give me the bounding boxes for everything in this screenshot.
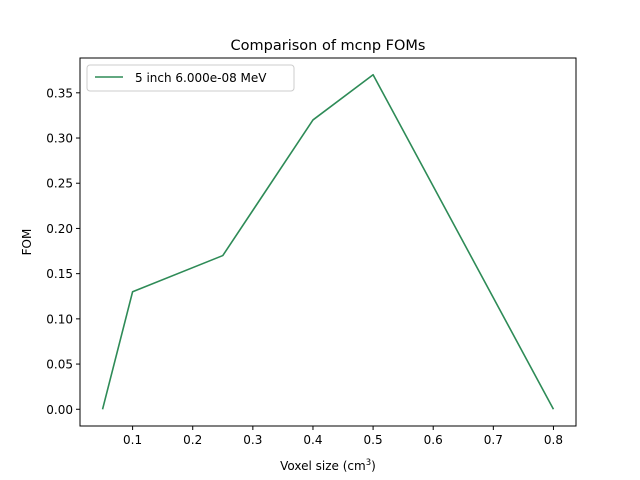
x-tick-label: 0.5 <box>364 433 383 447</box>
chart-title: Comparison of mcnp FOMs <box>231 38 426 54</box>
legend: 5 inch 6.000e-08 MeV <box>86 64 295 92</box>
y-tick-label: 0.00 <box>46 403 73 417</box>
x-axis-label-superscript: 3 <box>366 458 371 468</box>
x-axis-label-main: Voxel size (cm <box>280 459 366 473</box>
series-layer <box>101 73 555 410</box>
plot-area <box>80 58 576 426</box>
y-tick-label: 0.20 <box>46 222 73 236</box>
y-axis-label: FOM <box>20 229 34 256</box>
y-axis-ticks: 0.00 0.05 0.10 0.15 0.20 0.25 0.30 0.35 <box>46 86 80 417</box>
axes-background <box>80 58 576 426</box>
series-line <box>101 73 555 410</box>
x-tick-label: 0.1 <box>123 433 142 447</box>
y-tick-label: 0.30 <box>46 132 73 146</box>
y-tick-label: 0.05 <box>46 358 73 372</box>
x-tick-label: 0.7 <box>484 433 503 447</box>
x-tick-label: 0.6 <box>424 433 443 447</box>
x-tick-label: 0.3 <box>243 433 262 447</box>
x-tick-label: 0.4 <box>303 433 322 447</box>
y-tick-label: 0.35 <box>46 86 73 100</box>
legend-box <box>86 64 295 92</box>
x-axis-label: Voxel size (cm3) <box>280 458 376 473</box>
y-tick-label: 0.10 <box>46 312 73 326</box>
y-tick-label: 0.25 <box>46 177 73 191</box>
x-tick-label: 0.2 <box>183 433 202 447</box>
x-tick-label: 0.8 <box>544 433 563 447</box>
y-tick-label: 0.15 <box>46 267 73 281</box>
x-axis-ticks: 0.1 0.2 0.3 0.4 0.5 0.6 0.7 0.8 <box>123 426 563 447</box>
axes-frame <box>79 57 577 427</box>
legend-label: 5 inch 6.000e-08 MeV <box>135 71 267 85</box>
x-axis-label-end: ) <box>371 459 376 473</box>
